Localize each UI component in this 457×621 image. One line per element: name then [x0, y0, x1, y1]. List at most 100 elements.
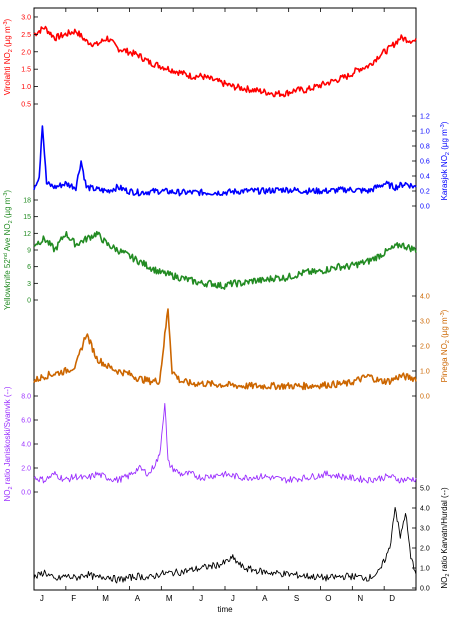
- y-tick-label-karasjok: 1.2: [420, 114, 430, 121]
- y-axis-title-yellowknife: Yellowknife 52nd Ave NO2 (µg m-3): [3, 190, 14, 310]
- panel-pinega: 0.0 1.0 2.0 3.0 4.0 Pinega NO2 (µg m-3): [33, 294, 451, 401]
- y-tick-label-virolahti: 1.5: [21, 67, 31, 74]
- y-title-sup: -3: [3, 193, 9, 198]
- y-tick-label-virolahti: 1.0: [21, 84, 31, 91]
- y-tick-label-virolahti: 3.0: [21, 14, 31, 21]
- x-tick-label: M: [102, 594, 109, 603]
- y-title-sup: -3: [3, 21, 9, 26]
- x-tick-label: F: [71, 594, 76, 603]
- panel-virolahti: 0.5 1.0 1.5 2.0 2.5 3.0 Virolahti NO2 (µg m-3): [3, 14, 417, 109]
- y-axis-title-karasjok: Karasjok NO2 (µg m-3): [440, 121, 451, 200]
- x-tick-label: M: [166, 594, 173, 603]
- y-axis-title-ratio_karvatn: NO2 ratio Karvatn/Hurdal (--): [440, 487, 451, 589]
- y-tick-label-ratio_karvatn: 4.0: [420, 506, 430, 513]
- y-title-main: NO: [3, 490, 12, 502]
- y-title-sub: 2: [445, 340, 451, 343]
- x-tick-label: J: [40, 594, 44, 603]
- x-tick-label: D: [389, 594, 395, 603]
- y-tick-label-yellowknife: 18: [23, 198, 31, 205]
- y-tick-label-yellowknife: 6: [27, 264, 31, 271]
- y-tick-label-ratio_karvatn: 1.0: [420, 566, 430, 573]
- series-line-karasjok: [33, 125, 417, 197]
- y-tick-label-virolahti: 2.5: [21, 32, 31, 39]
- y-tick-label-ratio_janiskoski: 6.0: [21, 418, 31, 425]
- y-title-end: ): [3, 190, 12, 193]
- y-title-sup: nd: [3, 253, 9, 259]
- x-tick-label: N: [357, 594, 363, 603]
- y-title-sub: 2: [8, 49, 14, 52]
- y-axis-title-virolahti: Virolahti NO2 (µg m-3): [3, 18, 14, 95]
- y-tick-label-ratio_janiskoski: 8.0: [21, 394, 31, 401]
- panel-karasjok: 0.0 0.2 0.4 0.6 0.8 1.0 1.2 Karasjok NO2 (µg m-…: [33, 114, 451, 211]
- x-axis-label: time: [217, 605, 233, 614]
- y-title-main: Pinega NO: [440, 343, 449, 382]
- x-tick-label: A: [135, 594, 141, 603]
- series-line-ratio_janiskoski: [33, 402, 417, 484]
- y-axis-title-ratio_janiskoski: NO2 ratio Janiskoski/Svanvik (--): [3, 386, 14, 501]
- y-tick-label-pinega: 1.0: [420, 369, 430, 376]
- series-line-yellowknife: [33, 230, 417, 290]
- y-tick-label-ratio_janiskoski: 0.0: [21, 490, 31, 497]
- y-title-main: Karasjok NO: [440, 155, 449, 200]
- y-tick-label-karasjok: 1.0: [420, 129, 430, 136]
- y-title-sub: 2: [445, 152, 451, 155]
- panel-yellowknife: 0 3 6 9 12 15 18 Yellowknife 52nd Ave NO2 (µg m…: [3, 190, 417, 310]
- y-tick-label-karasjok: 0.2: [420, 189, 430, 196]
- y-tick-label-ratio_karvatn: 3.0: [420, 526, 430, 533]
- y-tick-label-yellowknife: 9: [27, 248, 31, 255]
- y-title-unit: ratio Karvatn/Hurdal (--): [440, 487, 449, 574]
- y-tick-label-yellowknife: 0: [27, 298, 31, 305]
- panel-ratio_janiskoski: 0.0 2.0 4.0 6.0 8.0 NO2 ratio Janiskoski/Svan…: [3, 386, 417, 502]
- panel-ratio_karvatn: 0.0 1.0 2.0 3.0 4.0 5.0 NO2 ratio Karvatn/Hurd…: [33, 486, 451, 593]
- y-tick-label-virolahti: 2.0: [21, 49, 31, 56]
- y-tick-label-karasjok: 0.0: [420, 204, 430, 211]
- y-title-end: ): [440, 121, 449, 124]
- y-title-main: NO: [440, 577, 449, 589]
- y-tick-label-ratio_karvatn: 5.0: [420, 486, 430, 493]
- y-tick-label-virolahti: 0.5: [21, 102, 31, 109]
- y-tick-label-pinega: 3.0: [420, 319, 430, 326]
- y-tick-label-ratio_janiskoski: 4.0: [21, 442, 31, 449]
- y-tick-label-pinega: 4.0: [420, 294, 430, 301]
- y-title-sub: 2: [445, 574, 451, 577]
- y-title-end: ): [440, 309, 449, 312]
- x-tick-label: A: [262, 594, 268, 603]
- x-tick-label: J: [231, 594, 235, 603]
- y-title-sup: -3: [440, 312, 446, 317]
- y-title-sup: -3: [440, 124, 446, 129]
- y-title-main: Yellowknife 52: [3, 259, 12, 310]
- y-title-sub: 2: [8, 220, 14, 223]
- y-title-main: Virolahti NO: [3, 52, 12, 95]
- x-tick-label: O: [325, 594, 331, 603]
- x-tick-label: J: [199, 594, 203, 603]
- y-title-unit: Ave NO: [3, 223, 12, 253]
- plot-frame: [33, 7, 417, 591]
- y-tick-label-karasjok: 0.6: [420, 159, 430, 166]
- y-tick-label-ratio_karvatn: 0.0: [420, 586, 430, 593]
- y-title-unit: (µg m: [3, 26, 12, 49]
- y-tick-label-karasjok: 0.4: [420, 174, 430, 181]
- y-title-unit: (µg m: [3, 197, 12, 220]
- y-tick-label-karasjok: 0.8: [420, 144, 430, 151]
- y-tick-label-yellowknife: 3: [27, 281, 31, 288]
- series-line-pinega: [33, 308, 417, 391]
- x-tick-label: S: [294, 594, 299, 603]
- y-title-end: ): [3, 18, 12, 21]
- y-tick-label-yellowknife: 15: [23, 214, 31, 221]
- y-tick-label-pinega: 2.0: [420, 344, 430, 351]
- y-title-sub: 2: [8, 486, 14, 489]
- y-tick-label-yellowknife: 12: [23, 231, 31, 238]
- y-title-unit: ratio Janiskoski/Svanvik (--): [3, 386, 12, 486]
- series-line-ratio_karvatn: [33, 506, 417, 584]
- y-tick-label-ratio_janiskoski: 2.0: [21, 466, 31, 473]
- y-title-unit: (µg m: [440, 317, 449, 340]
- y-axis-title-pinega: Pinega NO2 (µg m-3): [440, 309, 451, 382]
- y-tick-label-ratio_karvatn: 2.0: [420, 546, 430, 553]
- y-tick-label-pinega: 0.0: [420, 394, 430, 401]
- y-title-unit: (µg m: [440, 129, 449, 152]
- series-line-virolahti: [33, 25, 417, 98]
